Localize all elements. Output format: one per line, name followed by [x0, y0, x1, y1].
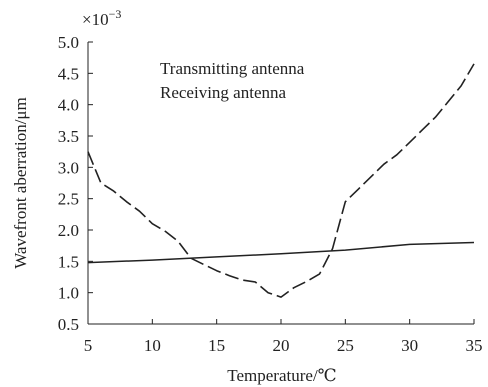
y-tick-label: 1.0 — [58, 284, 79, 303]
x-tick-label: 30 — [401, 336, 418, 355]
y-tick-label: 3.5 — [58, 127, 79, 146]
y-tick-label: 0.5 — [58, 315, 79, 334]
y-tick-label: 2.5 — [58, 190, 79, 209]
x-tick-label: 10 — [144, 336, 161, 355]
y-tick-label: 1.5 — [58, 252, 79, 271]
legend-entry-transmitting: Transmitting antenna — [160, 59, 305, 78]
y-multiplier-label: ×10−3 — [82, 7, 121, 29]
y-tick-label: 2.0 — [58, 221, 79, 240]
x-axis-title: Temperature/℃ — [227, 366, 336, 385]
x-tick-label: 5 — [84, 336, 93, 355]
legend: Transmitting antenna Receiving antenna — [160, 59, 305, 102]
y-tick-label: 3.0 — [58, 158, 79, 177]
y-ticks: 0.5 1.0 1.5 2.0 2.5 3.0 3.5 4.0 4.5 5.0 — [58, 33, 93, 334]
y-tick-label: 4.5 — [58, 64, 79, 83]
x-tick-label: 25 — [337, 336, 354, 355]
x-tick-label: 35 — [466, 336, 483, 355]
series-line-transmitting — [87, 63, 475, 298]
y-tick-label: 4.0 — [58, 96, 79, 115]
y-multiplier-exponent: −3 — [109, 7, 122, 21]
x-tick-label: 15 — [208, 336, 225, 355]
y-tick-label: 5.0 — [58, 33, 79, 52]
series-line-receiving — [87, 241, 475, 264]
x-ticks: 5 10 15 20 25 30 35 — [84, 319, 483, 355]
y-axis-title: Wavefront aberration/μm — [11, 97, 30, 269]
series-layer — [87, 63, 475, 298]
legend-entry-receiving: Receiving antenna — [160, 83, 286, 102]
x-tick-label: 20 — [273, 336, 290, 355]
